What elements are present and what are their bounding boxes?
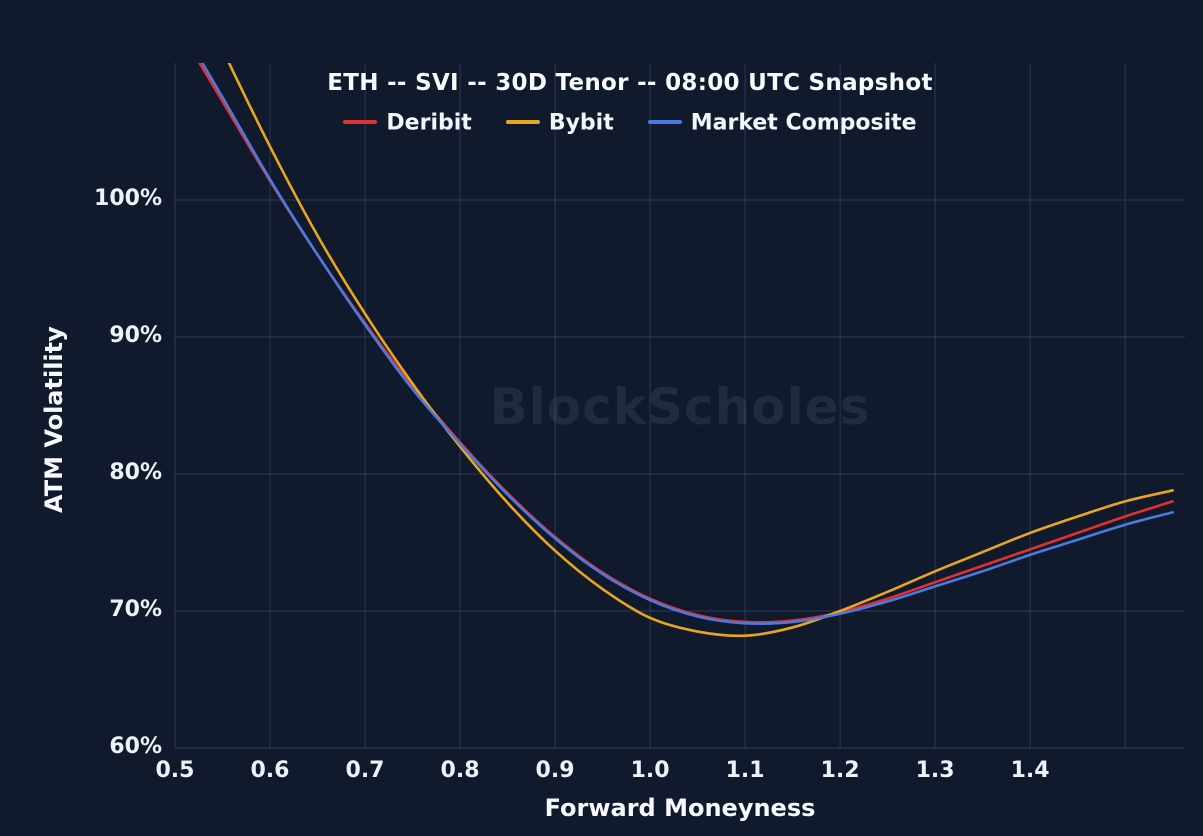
- legend-swatch: [647, 119, 682, 124]
- y-tick-label: 60%: [109, 734, 162, 759]
- x-axis-label: Forward Moneyness: [544, 794, 816, 822]
- legend-item-deribit: Deribit: [343, 110, 472, 136]
- legend: Deribit Bybit Market Composite: [130, 110, 1130, 136]
- x-tick-label: 0.9: [535, 758, 575, 783]
- legend-label: Bybit: [548, 110, 614, 136]
- series-bybit-line: [227, 63, 1174, 638]
- legend-swatch: [505, 119, 540, 124]
- x-tick-label: 1.3: [915, 758, 955, 783]
- gridlines: [174, 63, 1185, 749]
- x-tick-label: 1.4: [1010, 758, 1050, 783]
- x-tick-label: 1.1: [725, 758, 765, 783]
- legend-label: Market Composite: [690, 110, 917, 136]
- x-tick-label: 0.7: [345, 758, 385, 783]
- x-tick-label: 0.8: [440, 758, 480, 783]
- legend-swatch: [343, 119, 378, 124]
- x-tick-label: 1.0: [630, 758, 670, 783]
- x-tick-label: 1.2: [820, 758, 860, 783]
- legend-item-bybit: Bybit: [505, 110, 614, 136]
- chart-title: ETH -- SVI -- 30D Tenor -- 08:00 UTC Sna…: [327, 70, 933, 96]
- legend-item-market-composite: Market Composite: [647, 110, 917, 136]
- x-tick-label: 0.5: [155, 758, 195, 783]
- y-tick-label: 80%: [109, 460, 162, 485]
- y-tick-label: 70%: [109, 597, 162, 622]
- x-tick-label: 0.6: [250, 758, 290, 783]
- y-tick-label: 90%: [109, 323, 162, 348]
- series-market-composite-line: [200, 63, 1174, 626]
- legend-label: Deribit: [386, 110, 472, 136]
- y-tick-label: 100%: [94, 186, 162, 211]
